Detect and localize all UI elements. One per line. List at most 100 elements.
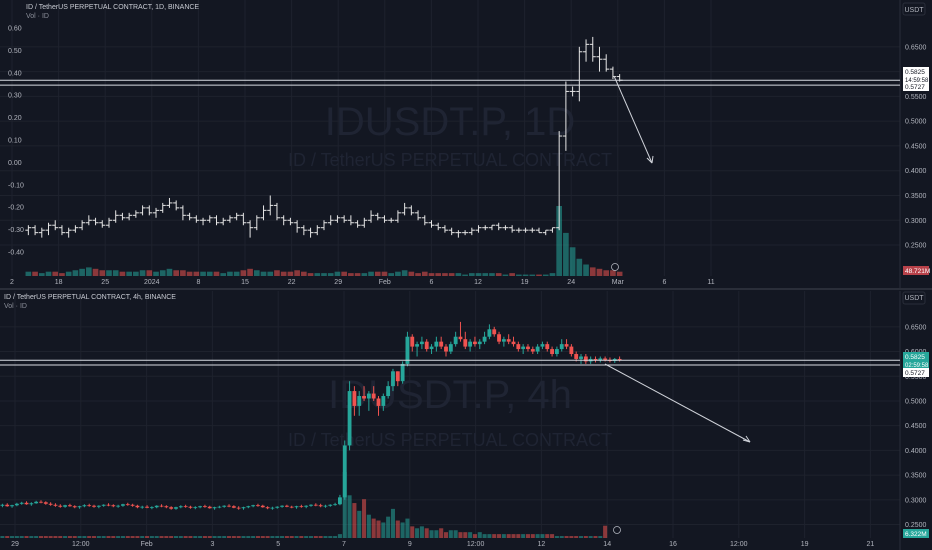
volume-bar [576,258,583,276]
daily-time-axis[interactable]: 2 18 25 2024 8 15 22 29 Feb 6 12 19 24 Mar 6 11 [10,279,715,286]
time-tick-label: 12:00 [730,541,748,548]
price-tick-label: 0.5500 [905,374,927,381]
volume-bar [314,273,321,276]
daily-watermark: IDUSDT.P, 1D [325,100,575,144]
ohlc-bar [45,222,52,236]
daily-left-axis: 0.60 0.50 0.40 0.30 0.20 0.10 0.00 -0.10 -0.20 -0… [8,26,24,257]
candle [5,503,10,507]
candle [492,326,497,337]
candle [140,505,145,509]
time-tick-label: 6 [429,279,433,286]
4h-earnings-icon[interactable] [613,526,621,534]
volume-bar [240,270,247,276]
candle [101,504,106,507]
ohlc-bar [320,220,328,231]
ohlc-bar [475,225,482,233]
candle [309,504,313,507]
daily-chart-pane[interactable]: IDUSDT.P, 1D ID / TetherUS PERPETUAL CON… [0,0,930,288]
candle [453,331,458,347]
candle [362,386,366,401]
volume-bar [348,273,354,276]
left-tick-label: -0.20 [8,205,24,212]
left-tick-label: 0.50 [8,48,22,55]
volume-bar [610,270,616,276]
4h-currency-button[interactable] [902,291,926,305]
volume-bar [280,271,287,276]
volume-bar [542,274,549,276]
ohlc-bar [32,225,39,236]
candle [410,334,415,352]
candle [275,506,280,509]
volume-bar [603,525,608,538]
candle [501,336,506,347]
volume-bar [193,536,198,538]
4h-volume-bars [0,472,608,538]
ohlc-bar [421,215,428,226]
candle [10,504,14,508]
ohlc-bar [589,36,596,62]
volume-bar [588,536,593,538]
daily-horizontal-lines[interactable] [0,79,900,86]
volume-bar [381,271,388,276]
ohlc-bar [401,202,408,216]
volume-bar [299,536,304,538]
candle [82,504,87,508]
volume-bar [366,514,371,538]
4h-time-axis[interactable]: 29 12:00 Feb 3 5 7 9 12:00 12 14 16 12:00 19 21 [11,541,874,548]
volume-bar [255,536,260,538]
price-tick-label: 0.4000 [905,168,927,175]
volume-bar [308,536,314,538]
ohlc-bar [549,227,556,233]
volume-bar [294,536,299,538]
4h-currency-label: USDT [904,295,924,302]
volume-bar [29,536,34,538]
candle [434,336,439,352]
ohlc-bar [374,212,381,221]
candle [72,505,77,509]
4h-horizontal-lines[interactable] [0,359,900,366]
candle [121,503,125,507]
ohlc-bar [408,205,415,216]
volume-bar [289,536,294,538]
volume-bar [468,273,475,276]
volume-bar [180,270,186,276]
volume-bar [101,536,106,538]
volume-bar [106,270,112,276]
ohlc-bar [186,212,193,221]
volume-bar [482,273,489,276]
volume-bar [65,271,72,276]
ohlc-bar [562,81,569,151]
daily-countdown: 14:59:58 [905,78,929,84]
daily-trend-arrow[interactable] [613,75,653,164]
candle [376,396,381,416]
volume-bar [453,530,458,538]
candle [63,504,68,508]
ohlc-bar [233,212,240,221]
volume-bar [368,271,374,276]
candle [569,344,574,357]
left-tick-label: -0.30 [8,227,24,234]
volume-bar [386,516,391,538]
ohlc-bar [361,217,368,228]
daily-earnings-icon[interactable] [611,263,619,271]
volume-bar [153,271,159,276]
volume-bar [376,520,381,538]
ohlc-bar [307,227,314,238]
volume-bar [415,528,420,538]
candle [506,334,511,345]
volume-bar [14,536,19,538]
volume-bar [111,536,116,538]
ohlc-bar [556,131,563,231]
4h-trend-arrow[interactable] [604,363,751,443]
volume-bar [487,534,492,538]
time-tick-label: 12:00 [72,541,90,548]
candle [169,506,174,510]
4h-chart-pane[interactable]: IDUSDT.P, 4h ID / TetherUS PERPETUAL CON… [0,291,929,550]
candle [256,503,260,507]
candle [521,344,526,355]
candle [212,506,217,510]
volume-bar [246,536,251,538]
daily-currency-button[interactable] [902,2,926,16]
ohlc-bar [253,215,260,231]
candle [386,381,391,399]
